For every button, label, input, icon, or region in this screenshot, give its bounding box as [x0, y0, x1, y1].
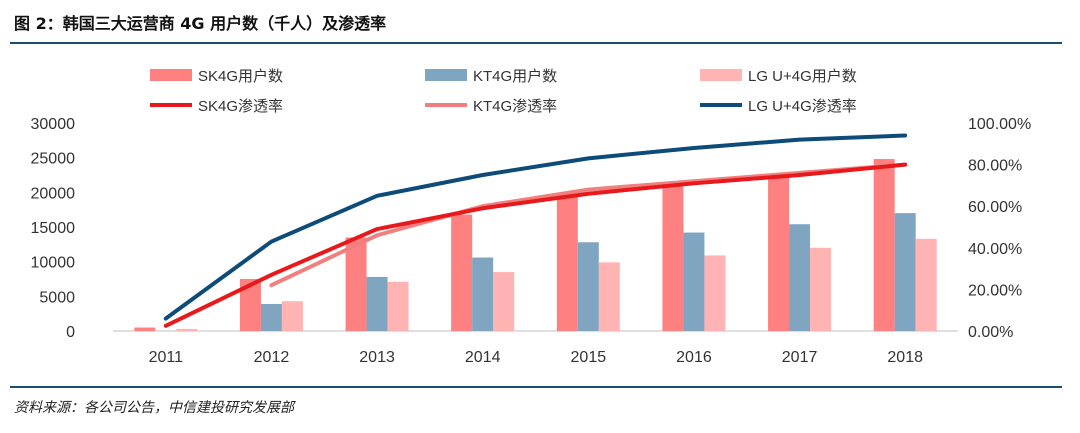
x-axis: 2011 2012 2013 2014 2015 2016 2017 2018: [113, 330, 958, 366]
bar-lg: [176, 328, 198, 331]
bar-kt: [260, 303, 282, 331]
bar-sk: [451, 214, 473, 331]
bar-sk: [768, 174, 790, 331]
bar-lg: [598, 262, 620, 331]
left-tick-label: 0: [66, 324, 75, 341]
left-tick-label: 25000: [31, 151, 76, 168]
bar-kt: [894, 213, 916, 331]
chart-title: 图 2：韩国三大运营商 4G 用户数（千人）及渗透率: [14, 14, 387, 33]
right-axis: 0.00% 20.00% 40.00% 60.00% 80.00% 100.00%: [968, 116, 1031, 341]
bottom-rule: [10, 386, 1062, 388]
right-tick-label: 40.00%: [968, 241, 1022, 258]
left-tick-label: 5000: [39, 289, 75, 306]
right-tick-label: 20.00%: [968, 282, 1022, 299]
bar-sk: [662, 183, 684, 331]
right-tick-label: 0.00%: [968, 324, 1013, 341]
left-tick-label: 30000: [31, 116, 76, 133]
x-tick-label: 2013: [359, 349, 395, 366]
bar-lg: [387, 281, 409, 331]
left-tick-label: 20000: [31, 185, 76, 202]
bar-lg: [493, 272, 515, 331]
legend-label: KT4G用户数: [473, 68, 557, 85]
legend-swatch: [150, 69, 192, 81]
bar-lg: [281, 301, 303, 331]
bar-sk: [239, 279, 261, 331]
x-tick-label: 2017: [782, 349, 818, 366]
legend-label: KT4G渗透率: [473, 98, 557, 115]
legend-swatch: [425, 69, 467, 81]
legend-label: SK4G用户数: [198, 68, 283, 85]
x-tick-label: 2016: [676, 349, 712, 366]
legend-label: LG U+4G渗透率: [748, 98, 857, 115]
bar-sk: [345, 237, 367, 331]
line-sk-penetration: [163, 162, 908, 328]
bar-kt: [472, 257, 494, 331]
left-axis: 0 5000 10000 15000 20000 25000 30000: [31, 116, 76, 341]
source-note: 资料来源：各公司公告，中信建投研究发展部: [14, 400, 294, 416]
bar-kt: [366, 276, 388, 331]
line-lg-penetration: [163, 133, 908, 321]
legend-label: SK4G渗透率: [198, 98, 283, 115]
left-tick-label: 10000: [31, 255, 76, 272]
bar-kt: [683, 232, 705, 331]
bar-kt: [789, 224, 811, 331]
legend: SK4G用户数 KT4G用户数 LG U+4G用户数 SK4G渗透率 KT4G渗透率 LG…: [150, 68, 857, 115]
bar-kt: [577, 242, 599, 331]
bar-lg: [915, 238, 937, 331]
left-tick-label: 15000: [31, 220, 76, 237]
right-tick-label: 60.00%: [968, 199, 1022, 216]
x-tick-label: 2011: [149, 349, 184, 366]
legend-swatch: [700, 69, 742, 81]
x-tick-label: 2012: [254, 349, 290, 366]
bar-sk: [134, 327, 156, 331]
line-kt-penetration: [269, 162, 908, 288]
bar-lg: [810, 247, 832, 331]
bar-lg: [704, 255, 726, 331]
x-tick-label: 2014: [465, 349, 501, 366]
bars: [134, 159, 937, 331]
x-tick-label: 2015: [571, 349, 607, 366]
bar-sk: [556, 195, 578, 331]
legend-label: LG U+4G用户数: [748, 68, 857, 85]
right-tick-label: 80.00%: [968, 158, 1022, 175]
lines: [163, 133, 908, 328]
right-tick-label: 100.00%: [968, 116, 1031, 133]
top-rule: [10, 42, 1062, 44]
x-tick-label: 2018: [887, 349, 923, 366]
bar-sk: [873, 159, 895, 331]
